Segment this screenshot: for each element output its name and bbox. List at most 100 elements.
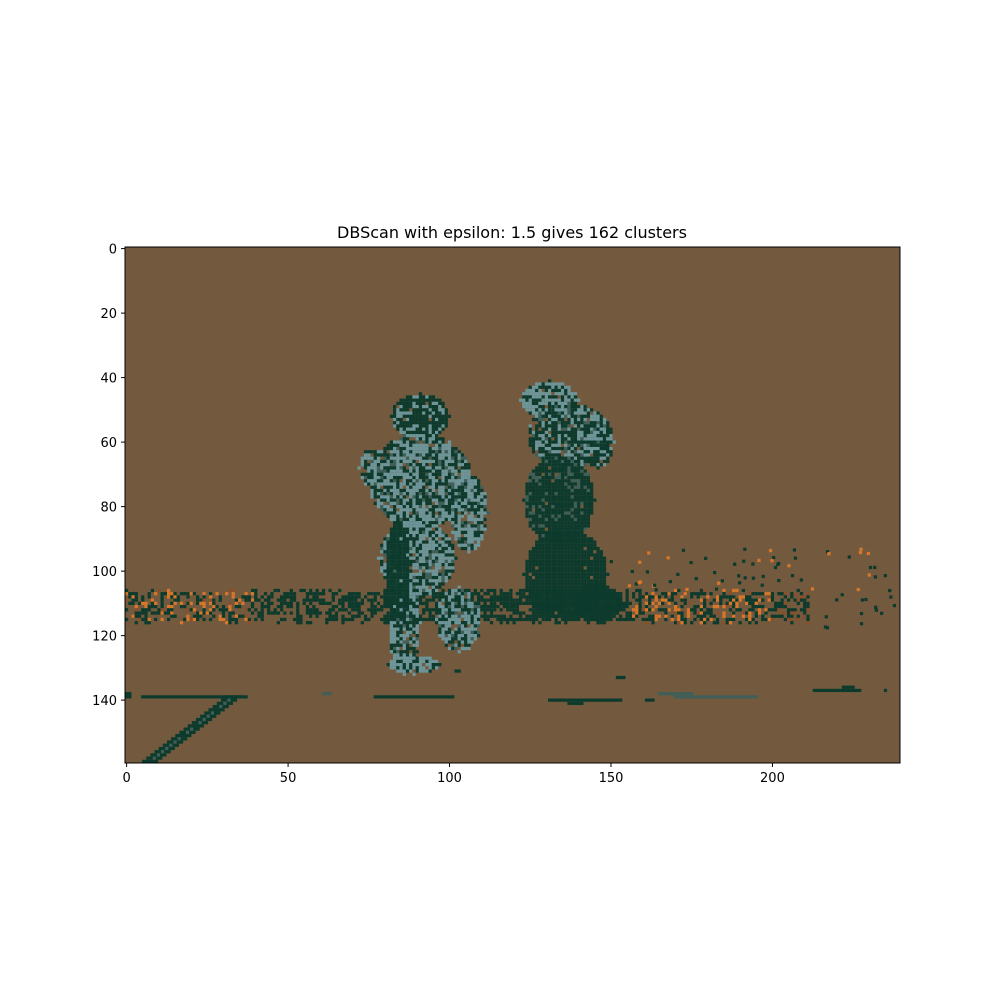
cluster-pixel (144, 621, 148, 625)
cluster-pixel (415, 553, 419, 557)
cluster-pixel (383, 601, 387, 605)
cluster-pixel (383, 569, 387, 573)
cluster-pixel (557, 566, 561, 570)
cluster-pixel (399, 488, 403, 493)
cluster-pixel (551, 534, 555, 538)
cluster-pixel (567, 514, 571, 518)
cluster-pixel (309, 621, 313, 625)
cluster-pixel (250, 592, 255, 596)
cluster-pixel (422, 401, 426, 406)
cluster-pixel (376, 488, 381, 493)
cluster-pixel (405, 511, 410, 515)
cluster-pixel (357, 614, 361, 618)
cluster-pixel (577, 417, 581, 422)
cluster-pixel (525, 614, 529, 618)
cluster-pixel (522, 392, 526, 396)
cluster-pixel (460, 543, 465, 547)
cluster-pixel (393, 408, 397, 412)
cluster-pixel (389, 663, 394, 667)
cluster-pixel (544, 392, 549, 396)
cluster-pixel (628, 611, 632, 615)
cluster-pixel (583, 508, 587, 512)
cluster-pixel (425, 501, 429, 505)
cluster-pixel (476, 498, 481, 502)
cluster-pixel (451, 472, 455, 476)
cluster-pixel (363, 450, 368, 454)
cluster-pixel (451, 505, 455, 509)
cluster-pixel (593, 421, 597, 425)
cluster-pixel (480, 488, 484, 493)
cluster-pixel (415, 417, 419, 422)
cluster-pixel (231, 611, 235, 615)
cluster-pixel (409, 663, 413, 667)
cluster-pixel (354, 592, 358, 596)
cluster-pixel (677, 608, 681, 612)
cluster-pixel (557, 427, 561, 431)
cluster-pixel (425, 585, 429, 589)
cluster-pixel (470, 482, 474, 486)
cluster-pixel (147, 604, 151, 609)
cluster-pixel (554, 485, 558, 489)
cluster-pixel (586, 482, 590, 486)
cluster-pixel (393, 650, 397, 654)
cluster-pixel (606, 450, 610, 454)
cluster-pixel (538, 388, 542, 393)
cluster-pixel (386, 601, 390, 605)
cluster-pixel (444, 456, 448, 460)
cluster-pixel (590, 463, 594, 467)
cluster-pixel (806, 608, 810, 612)
cluster-pixel (470, 488, 474, 493)
cluster-pixel (447, 634, 452, 638)
cluster-pixel (580, 540, 584, 544)
cluster-pixel (460, 453, 465, 457)
cluster-pixel (535, 556, 539, 560)
cluster-pixel (331, 608, 335, 612)
cluster-pixel (402, 543, 406, 547)
cluster-pixel (609, 559, 613, 564)
cluster-pixel (538, 475, 542, 480)
cluster-pixel (538, 417, 542, 422)
cluster-pixel (347, 592, 352, 596)
cluster-pixel (560, 527, 565, 531)
cluster-pixel (292, 595, 297, 599)
cluster-pixel (418, 398, 423, 402)
cluster-pixel (373, 469, 377, 473)
cluster-pixel (422, 482, 426, 486)
cluster-pixel (473, 501, 477, 505)
cluster-pixel (548, 392, 552, 396)
cluster-pixel (147, 595, 151, 599)
cluster-pixel (415, 650, 419, 654)
cluster-pixel (570, 556, 574, 560)
cluster-pixel (570, 498, 574, 502)
cluster-pixel (389, 546, 394, 551)
cluster-pixel (551, 540, 555, 544)
cluster-pixel (580, 537, 584, 541)
cluster-pixel (548, 488, 552, 493)
cluster-pixel (777, 604, 781, 609)
cluster-pixel (551, 543, 555, 547)
cluster-pixel (548, 421, 552, 425)
cluster-pixel (373, 450, 377, 454)
cluster-pixel (302, 601, 306, 605)
cluster-pixel (586, 459, 590, 464)
cluster-pixel (528, 488, 532, 493)
cluster-pixel (590, 427, 594, 431)
cluster-pixel (538, 382, 542, 386)
cluster-pixel (422, 469, 426, 473)
cluster-pixel (509, 588, 513, 593)
cluster-pixel (622, 604, 626, 609)
cluster-pixel (399, 405, 403, 409)
cluster-pixel (717, 581, 721, 585)
cluster-pixel (409, 595, 413, 599)
cluster-pixel (441, 517, 445, 522)
cluster-pixel (586, 572, 590, 576)
cluster-pixel (451, 588, 455, 593)
cluster-pixel (499, 592, 503, 596)
cluster-pixel (525, 505, 529, 509)
cluster-pixel (473, 505, 477, 509)
cluster-pixel (548, 382, 552, 386)
cluster-pixel (480, 524, 484, 528)
cluster-pixel (661, 598, 665, 602)
cluster-pixel (518, 598, 523, 602)
cluster-pixel (428, 459, 432, 464)
